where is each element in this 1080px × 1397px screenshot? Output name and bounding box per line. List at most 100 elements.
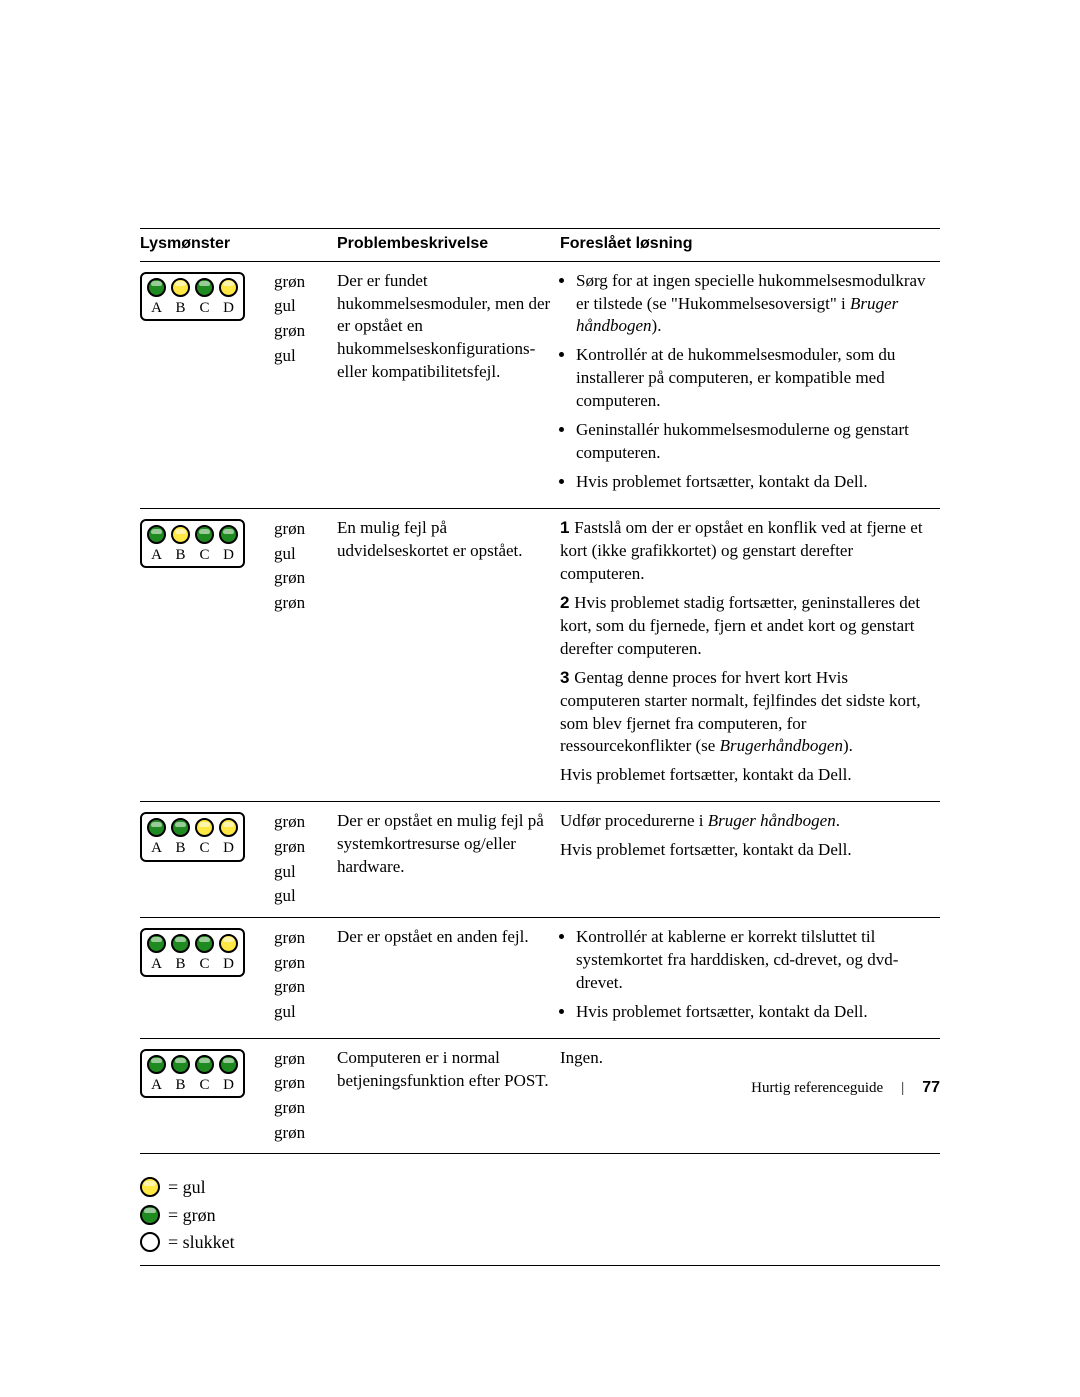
legend-item: = slukket xyxy=(140,1230,932,1254)
led-label: C xyxy=(195,545,214,565)
color-word-list: grøngulgrøngrøn xyxy=(274,517,329,616)
solution-cell: Kontrollér at kablerne er korrekt tilslu… xyxy=(560,917,940,1038)
color-word-list: grøngrøngrøngrøn xyxy=(274,1047,329,1146)
header-solution: Foreslået løsning xyxy=(560,229,940,262)
color-word: grøn xyxy=(274,1047,329,1072)
legend-item: = gul xyxy=(140,1175,932,1199)
yellow-led-icon xyxy=(219,278,238,297)
green-led-icon xyxy=(147,278,166,297)
led-label: C xyxy=(195,838,214,858)
led-label: C xyxy=(195,298,214,318)
led-label: D xyxy=(219,1075,238,1095)
color-word: grøn xyxy=(274,319,329,344)
table-row: ABCDgrøngulgrøngrønEn mulig fejl på udvi… xyxy=(140,509,940,802)
table-row: ABCDgrøngulgrøngulDer er fundet hukommel… xyxy=(140,261,940,508)
color-word-list: grøngrøngulgul xyxy=(274,810,329,909)
led-label: C xyxy=(195,1075,214,1095)
footer-separator: | xyxy=(901,1080,904,1097)
solution-step: 2 Hvis problemet stadig fortsætter, geni… xyxy=(560,592,932,661)
led-label: B xyxy=(171,545,190,565)
yellow-led-icon xyxy=(171,525,190,544)
color-word: grøn xyxy=(274,926,329,951)
color-word: grøn xyxy=(274,566,329,591)
yellow-led-icon xyxy=(171,278,190,297)
green-led-icon xyxy=(195,934,214,953)
led-label: B xyxy=(171,1075,190,1095)
led-label: B xyxy=(171,298,190,318)
color-word: grøn xyxy=(274,517,329,542)
led-label: D xyxy=(219,838,238,858)
solution-bullet: Sørg for at ingen specielle hukommelsesm… xyxy=(576,270,932,339)
color-word: grøn xyxy=(274,1121,329,1146)
solution-bullet: Hvis problemet fortsætter, kontakt da De… xyxy=(576,471,932,494)
led-device: ABCD xyxy=(140,272,245,321)
led-device: ABCD xyxy=(140,928,245,977)
color-word: gul xyxy=(274,344,329,369)
legend-item: = grøn xyxy=(140,1203,932,1227)
color-word: grøn xyxy=(274,951,329,976)
problem-text: Computeren er i normal betjeningsfunktio… xyxy=(337,1038,560,1154)
led-device: ABCD xyxy=(140,519,245,568)
problem-text: En mulig fejl på udvidelseskortet er ops… xyxy=(337,509,560,802)
green-led-icon xyxy=(219,1055,238,1074)
green-led-icon xyxy=(171,934,190,953)
table-row: ABCDgrøngrøngrøngulDer er opstået en and… xyxy=(140,917,940,1038)
led-label: D xyxy=(219,545,238,565)
problem-text: Der er fundet hukommelsesmoduler, men de… xyxy=(337,261,560,508)
diagnostic-table: Lysmønster Problembeskrivelse Foreslået … xyxy=(140,228,940,1266)
green-led-icon xyxy=(171,1055,190,1074)
led-label: A xyxy=(147,298,166,318)
green-led-icon xyxy=(195,525,214,544)
color-word: grøn xyxy=(274,270,329,295)
color-word: grøn xyxy=(274,975,329,1000)
solution-bullet: Hvis problemet fortsætter, kontakt da De… xyxy=(576,1001,932,1024)
led-device: ABCD xyxy=(140,812,245,861)
color-word: gul xyxy=(274,294,329,319)
color-word-list: grøngulgrøngul xyxy=(274,270,329,369)
header-pattern: Lysmønster xyxy=(140,229,337,262)
header-problem: Problembeskrivelse xyxy=(337,229,560,262)
yellow-led-icon xyxy=(195,818,214,837)
solution-paragraph: Udfør procedurerne i Bruger håndbogen. xyxy=(560,810,932,833)
color-word: grøn xyxy=(274,1096,329,1121)
color-word: gul xyxy=(274,860,329,885)
green-led-icon xyxy=(140,1205,160,1225)
solution-cell: Sørg for at ingen specielle hukommelsesm… xyxy=(560,261,940,508)
color-word: grøn xyxy=(274,591,329,616)
led-label: A xyxy=(147,545,166,565)
color-word: gul xyxy=(274,1000,329,1025)
solution-tail: Hvis problemet fortsætter, kontakt da De… xyxy=(560,764,932,787)
solution-cell: 1 Fastslå om der er opstået en konflik v… xyxy=(560,509,940,802)
solution-step: 3 Gentag denne proces for hvert kort Hvi… xyxy=(560,667,932,759)
led-label: C xyxy=(195,954,214,974)
footer-title: Hurtig referenceguide xyxy=(751,1080,883,1097)
off-led-icon xyxy=(140,1232,160,1252)
color-word: gul xyxy=(274,542,329,567)
led-label: A xyxy=(147,1075,166,1095)
green-led-icon xyxy=(147,818,166,837)
led-label: A xyxy=(147,838,166,858)
green-led-icon xyxy=(219,525,238,544)
green-led-icon xyxy=(147,525,166,544)
yellow-led-icon xyxy=(140,1177,160,1197)
led-label: D xyxy=(219,298,238,318)
yellow-led-icon xyxy=(219,818,238,837)
legend-label: = slukket xyxy=(168,1230,235,1254)
color-word: grøn xyxy=(274,1071,329,1096)
led-label: B xyxy=(171,954,190,974)
green-led-icon xyxy=(195,1055,214,1074)
color-word: grøn xyxy=(274,810,329,835)
led-label: A xyxy=(147,954,166,974)
green-led-icon xyxy=(195,278,214,297)
legend-label: = grøn xyxy=(168,1203,216,1227)
color-word: gul xyxy=(274,884,329,909)
led-label: B xyxy=(171,838,190,858)
solution-bullet: Geninstallér hukommelsesmodulerne og gen… xyxy=(576,419,932,465)
led-device: ABCD xyxy=(140,1049,245,1098)
green-led-icon xyxy=(147,934,166,953)
color-word-list: grøngrøngrøngul xyxy=(274,926,329,1025)
document-page: Lysmønster Problembeskrivelse Foreslået … xyxy=(0,0,1080,1326)
solution-bullet: Kontrollér at kablerne er korrekt tilslu… xyxy=(576,926,932,995)
legend-label: = gul xyxy=(168,1175,206,1199)
problem-text: Der er opstået en mulig fejl på systemko… xyxy=(337,802,560,918)
